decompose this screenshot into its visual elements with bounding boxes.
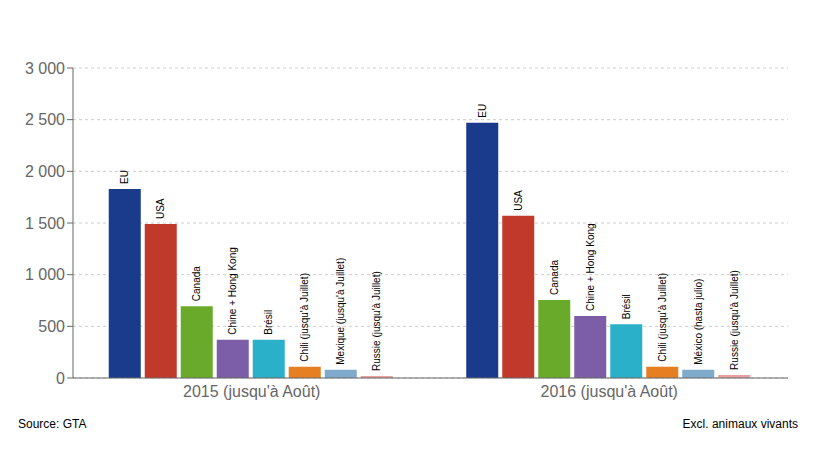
svg-text:EU: EU (477, 104, 488, 118)
svg-text:2016 (jusqu'à Août): 2016 (jusqu'à Août) (541, 383, 678, 400)
svg-text:Canada: Canada (549, 260, 560, 295)
svg-text:Brésil: Brésil (621, 294, 632, 319)
svg-text:USA: USA (513, 190, 524, 211)
svg-text:1 000: 1 000 (25, 266, 65, 283)
svg-text:Mexique (jusqu'à Juillet): Mexique (jusqu'à Juillet) (335, 258, 346, 365)
svg-text:500: 500 (38, 318, 65, 335)
svg-text:EU: EU (119, 170, 130, 184)
svg-text:Canada: Canada (191, 266, 202, 301)
svg-text:Chili (jusqu'à Juillet): Chili (jusqu'à Juillet) (657, 273, 668, 362)
svg-text:2 000: 2 000 (25, 163, 65, 180)
svg-text:México (hasta julio): México (hasta julio) (693, 279, 704, 365)
svg-text:Chine + Hong Kong: Chine + Hong Kong (227, 247, 238, 335)
svg-text:3 000: 3 000 (25, 60, 65, 77)
html-text:Source: GTA: Source: GTA (18, 417, 87, 431)
svg-text:2015 (jusqu'à Août): 2015 (jusqu'à Août) (183, 383, 320, 400)
svg-text:Chili (jusqu'à Juillet): Chili (jusqu'à Juillet) (299, 273, 310, 362)
html-text:Excl. animaux vivants: Excl. animaux vivants (682, 417, 798, 431)
svg-text:Brésil: Brésil (263, 310, 274, 335)
svg-text:Russie (jusqu'à Juillet): Russie (jusqu'à Juillet) (371, 271, 382, 371)
svg-text:0: 0 (56, 370, 65, 387)
svg-text:2 500: 2 500 (25, 111, 65, 128)
svg-text:USA: USA (155, 198, 166, 219)
svg-text:Chine + Hong Kong: Chine + Hong Kong (585, 223, 596, 311)
svg-text:Russie (jusqu'à Juillet): Russie (jusqu'à Juillet) (729, 270, 740, 370)
svg-text:1 500: 1 500 (25, 215, 65, 232)
